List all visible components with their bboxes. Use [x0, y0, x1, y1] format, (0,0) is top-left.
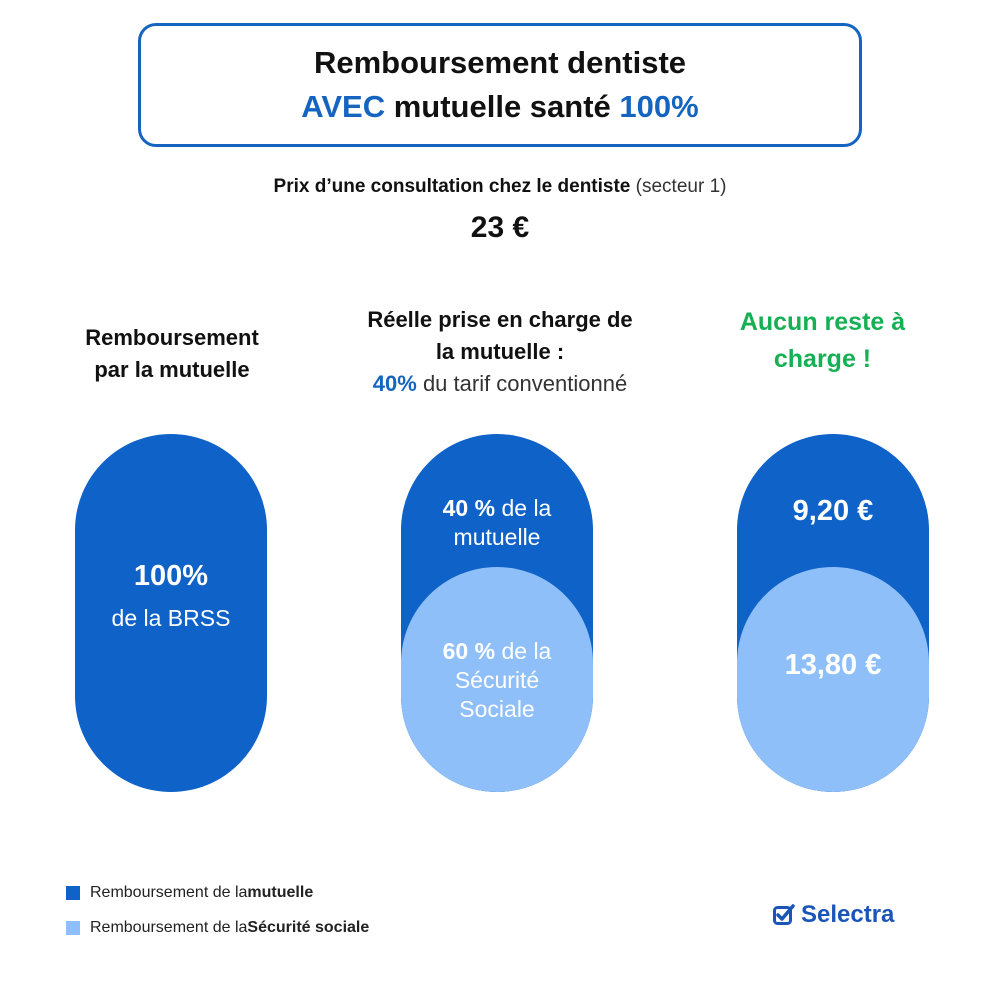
legend-swatch-secu — [66, 921, 80, 935]
price-label: Prix d’une consultation chez le dentiste… — [0, 174, 1000, 200]
title-accent-100: 100% — [619, 89, 699, 124]
pill-2-top-pct: 40 % — [442, 495, 496, 521]
price-value: 23 € — [470, 211, 530, 244]
title-box: Remboursement dentiste AVEC mutuelle san… — [138, 23, 862, 147]
column-1-heading-line1: Remboursement — [85, 325, 259, 350]
pill-2-top-text1: de la — [495, 495, 552, 521]
legend-mutuelle-prefix: Remboursement de la — [90, 884, 248, 901]
legend-secu-bold: Sécurité sociale — [247, 919, 370, 936]
legend-item-secu: Remboursement de la Sécurité sociale — [66, 919, 369, 937]
pill-2-top-text2: mutuelle — [453, 524, 541, 550]
column-3-heading-line1: Aucun reste à — [739, 308, 906, 336]
pill-2-bottom-text3: Sociale — [459, 696, 535, 722]
pill-split-amount — [737, 434, 929, 792]
pill-3-secu-segment — [737, 567, 929, 792]
legend-item-mutuelle: Remboursement de la mutuelle — [66, 884, 313, 902]
title-accent-avec: AVEC — [301, 89, 386, 124]
title-text: mutuelle santé — [385, 89, 620, 124]
column-2-sub-text: du tarif conventionné — [416, 371, 628, 396]
checkbox-logo-icon — [773, 904, 795, 925]
pill-2-top-label: 40 % de la mutuelle — [401, 494, 593, 552]
legend-mutuelle-bold: mutuelle — [247, 884, 314, 901]
pill-1-pct: 100% — [133, 560, 209, 592]
pill-2-bottom-label: 60 % de la Sécurité Sociale — [401, 637, 593, 724]
column-2-sub-pct: 40% — [372, 371, 417, 396]
column-1-heading: Remboursement par la mutuelle — [52, 322, 292, 386]
pill-2-bottom-pct: 60 % — [442, 638, 496, 664]
column-2-heading-line1: Réelle prise en charge de — [367, 307, 633, 332]
column-3-heading-line2: charge ! — [773, 345, 872, 373]
column-2-subheading: 40% du tarif conventionné — [330, 368, 670, 400]
pill-mutuelle-full: 100% de la BRSS — [75, 434, 267, 792]
price-label-bold: Prix d’une consultation chez le dentiste — [273, 176, 631, 197]
brand-logo: Selectra — [773, 901, 894, 929]
price-label-regular: (secteur 1) — [630, 176, 727, 197]
pill-1-text: de la BRSS — [111, 605, 231, 631]
pill-3-bottom-value: 13,80 € — [784, 649, 882, 681]
title-line-1: Remboursement dentiste — [313, 45, 687, 80]
pill-2-bottom-text1: de la — [495, 638, 552, 664]
pill-split-percent — [401, 434, 593, 792]
column-2-heading: Réelle prise en charge de la mutuelle : … — [330, 304, 670, 400]
legend-secu-prefix: Remboursement de la — [90, 919, 248, 936]
brand-name: Selectra — [801, 901, 895, 928]
pill-2-bottom-text2: Sécurité — [454, 667, 540, 693]
title-line-2: AVEC mutuelle santé 100% — [301, 85, 698, 129]
pill-3-top-value: 9,20 € — [792, 495, 874, 527]
pill-2-secu-segment — [401, 567, 593, 792]
column-2-heading-line2: la mutuelle : — [435, 339, 565, 364]
legend-swatch-mutuelle — [66, 886, 80, 900]
column-1-heading-line2: par la mutuelle — [94, 357, 250, 382]
column-3-heading: Aucun reste à charge ! — [700, 304, 945, 378]
